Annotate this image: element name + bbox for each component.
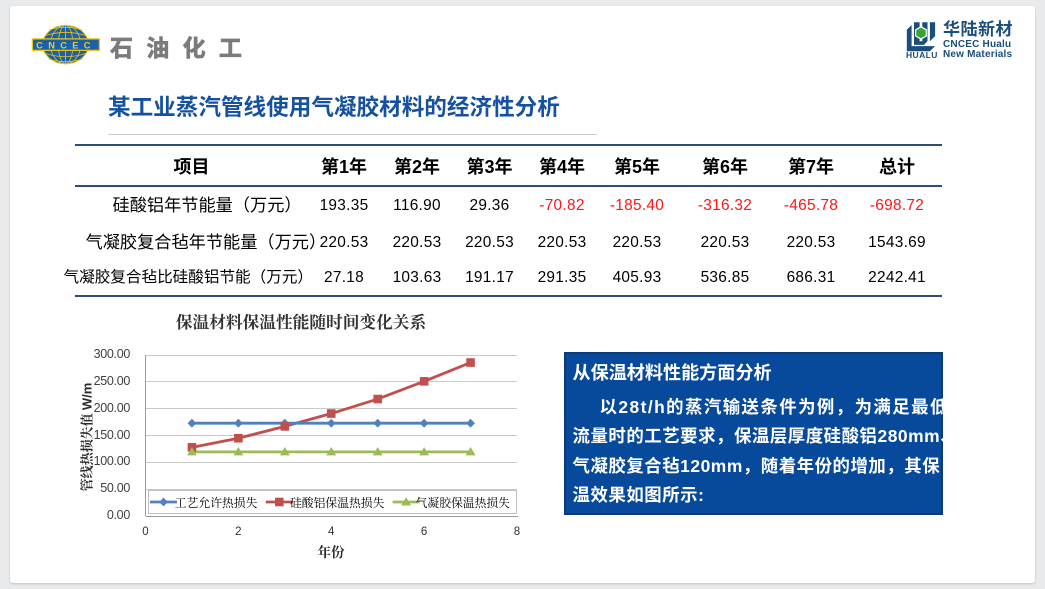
svg-text:CNCEC: CNCEC [36, 40, 96, 50]
